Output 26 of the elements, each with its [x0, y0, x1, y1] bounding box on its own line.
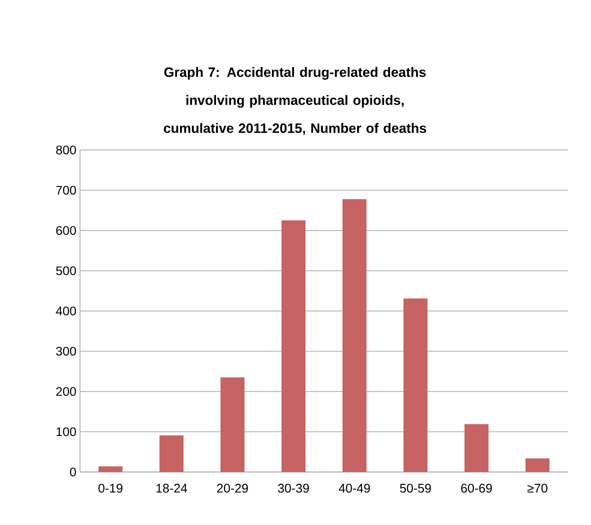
- y-tick-label: 500: [56, 266, 76, 276]
- y-tick-label: 0: [70, 468, 76, 476]
- x-tick-label: 20-29: [217, 484, 248, 493]
- bar: [342, 199, 366, 472]
- x-tick-label: 18-24: [156, 484, 188, 493]
- y-tick-label: 600: [56, 226, 76, 235]
- bar: [220, 377, 244, 472]
- x-tick-label: 60-69: [461, 484, 492, 493]
- y-tick-label: 200: [56, 387, 76, 396]
- bar: [160, 435, 184, 472]
- bar: [525, 458, 550, 472]
- x-tick-label: 50-59: [400, 484, 431, 493]
- x-tick-label: 30-39: [278, 484, 309, 493]
- y-tick-label: 800: [56, 146, 76, 154]
- chart-title: Graph 7: Accidental drug-related deaths involving pharmaceutical opioids, cumulative 2011-2015, Number of deaths: [164, 67, 426, 135]
- y-tick-label: 100: [56, 427, 76, 436]
- bar: [464, 424, 488, 472]
- bar: [403, 298, 428, 472]
- bar: [282, 220, 306, 472]
- x-tick-label: ≥70: [528, 484, 548, 493]
- bar: [98, 466, 122, 472]
- x-tick-label: 40-49: [338, 484, 370, 493]
- y-tick-label: 300: [56, 346, 76, 356]
- y-tick-label: 400: [56, 306, 76, 316]
- y-tick-label: 700: [56, 186, 76, 195]
- x-tick-label: 0-19: [98, 484, 122, 493]
